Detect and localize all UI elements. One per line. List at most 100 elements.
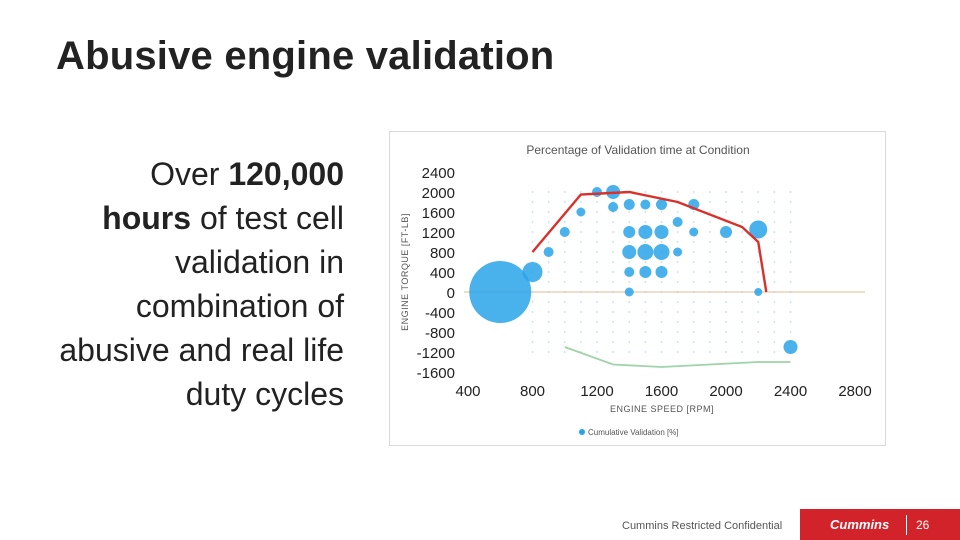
grid-dot <box>725 261 727 263</box>
grid-dot <box>725 301 727 303</box>
body-text-intro: Over <box>150 156 229 192</box>
grid-dot <box>563 351 566 353</box>
data-bubble <box>673 247 683 257</box>
data-bubble <box>720 226 732 238</box>
data-bubble <box>639 266 652 278</box>
data-bubble <box>622 245 637 259</box>
grid-dot <box>692 241 695 243</box>
grid-dot <box>708 261 711 263</box>
chart-svg: Percentage of Validation time at Conditi… <box>400 143 872 437</box>
grid-dot <box>757 281 760 283</box>
grid-dot <box>660 211 663 213</box>
grid-dot <box>741 231 744 233</box>
data-bubble <box>623 226 636 238</box>
grid-dot <box>547 341 550 343</box>
grid-dot <box>789 261 792 263</box>
grid-dot <box>708 351 711 353</box>
grid-dot <box>789 191 792 193</box>
grid-dot <box>741 201 744 203</box>
grid-dot <box>773 241 776 243</box>
grid-dot <box>628 341 631 343</box>
grid-dot <box>579 331 582 333</box>
grid-dot <box>741 241 744 243</box>
grid-dot <box>612 351 615 353</box>
chart-title: Percentage of Validation time at Conditi… <box>526 143 749 157</box>
grid-dot <box>773 211 776 213</box>
data-bubble <box>689 227 699 237</box>
grid-dot <box>692 331 695 333</box>
grid-dot <box>596 321 598 323</box>
data-bubble <box>637 244 654 260</box>
grid-dot <box>773 311 776 313</box>
data-bubble <box>749 220 768 239</box>
grid-dot <box>725 271 727 273</box>
grid-dot <box>708 301 711 303</box>
grid-dot <box>628 221 631 223</box>
grid-dot <box>725 201 727 203</box>
grid-dot <box>773 321 776 323</box>
grid-dot <box>692 261 695 263</box>
x-tick-label: 400 <box>455 383 480 400</box>
grid-dot <box>612 331 615 333</box>
grid-dot <box>628 241 631 243</box>
grid-dot <box>789 231 792 233</box>
grid-dot <box>773 341 776 343</box>
y-tick-label: -1200 <box>417 345 455 362</box>
grid-dot <box>708 281 711 283</box>
grid-dot <box>547 321 550 323</box>
grid-dot <box>531 311 534 313</box>
grid-dot <box>596 211 598 213</box>
grid-dot <box>757 271 760 273</box>
grid-dot <box>563 221 566 223</box>
grid-dot <box>644 211 647 213</box>
grid-dot <box>741 271 744 273</box>
grid-dot <box>773 301 776 303</box>
grid-dot <box>547 191 550 193</box>
grid-dot <box>676 351 679 353</box>
grid-dot <box>612 301 615 303</box>
data-bubble <box>624 287 634 297</box>
grid-dot <box>725 251 727 253</box>
grid-dot <box>579 251 582 253</box>
grid-dot <box>773 271 776 273</box>
x-tick-label: 1200 <box>580 383 613 400</box>
grid-dot <box>757 331 760 333</box>
grid-dot <box>708 231 711 233</box>
grid-dot <box>660 331 663 333</box>
grid-dot <box>660 301 663 303</box>
grid-dot <box>676 231 679 233</box>
grid-dot <box>531 321 534 323</box>
grid-dot <box>579 321 582 323</box>
grid-dot <box>741 251 744 253</box>
grid-dot <box>789 281 792 283</box>
data-bubble <box>638 225 653 239</box>
grid-dot <box>531 341 534 343</box>
grid-dot <box>741 321 744 323</box>
grid-dot <box>644 301 647 303</box>
grid-dot <box>612 231 615 233</box>
grid-dot <box>579 261 582 263</box>
grid-dot <box>708 211 711 213</box>
grid-dot <box>547 211 550 213</box>
grid-dot <box>741 211 744 213</box>
grid-dot <box>692 211 695 213</box>
grid-dot <box>676 271 679 273</box>
grid-dot <box>579 201 582 203</box>
grid-dot <box>547 291 550 293</box>
grid-dot <box>547 281 550 283</box>
grid-dot <box>708 321 711 323</box>
grid-dot <box>708 331 711 333</box>
grid-dot <box>741 331 744 333</box>
grid-dot <box>676 211 679 213</box>
grid-dot <box>741 311 744 313</box>
grid-dot <box>773 281 776 283</box>
grid-dot <box>596 241 598 243</box>
grid-dot <box>563 301 566 303</box>
grid-dot <box>725 331 727 333</box>
grid-dot <box>596 341 598 343</box>
grid-dot <box>773 351 776 353</box>
grid-dot <box>596 251 598 253</box>
grid-dot <box>547 331 550 333</box>
grid-dot <box>628 311 631 313</box>
y-tick-label: 1200 <box>422 225 455 242</box>
